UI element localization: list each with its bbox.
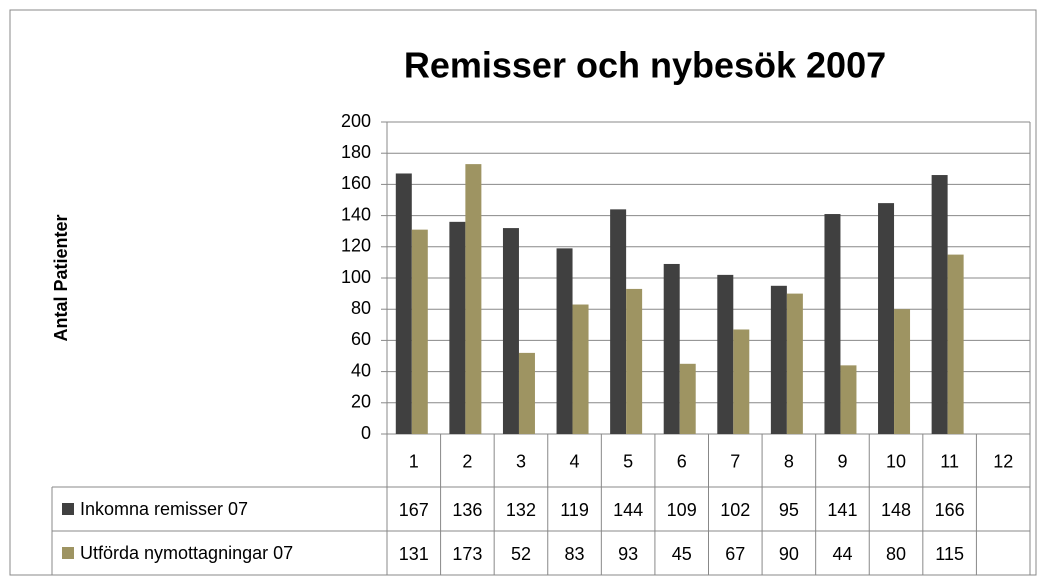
bar [717, 274, 734, 434]
table-value: 132 [506, 500, 536, 520]
y-tick-label: 140 [341, 204, 371, 224]
x-tick-label: 11 [940, 451, 959, 471]
legend-label: Utförda nymottagningar 07 [80, 543, 293, 563]
bar [824, 214, 841, 434]
y-tick-label: 200 [341, 111, 371, 131]
x-tick-label: 4 [570, 451, 580, 471]
x-tick-label: 3 [516, 451, 526, 471]
bar [465, 164, 482, 434]
y-tick-label: 120 [341, 236, 371, 256]
table-value: 136 [452, 500, 482, 520]
y-tick-label: 0 [361, 423, 371, 443]
bar [556, 248, 573, 434]
table-value: 44 [832, 544, 852, 564]
table-value: 148 [881, 500, 911, 520]
legend-label: Inkomna remisser 07 [80, 499, 248, 519]
legend-key [62, 547, 74, 559]
x-tick-label: 9 [837, 451, 847, 471]
x-tick-label: 1 [409, 451, 419, 471]
chart-border [9, 9, 1037, 576]
bar [411, 229, 428, 434]
table-value: 95 [779, 500, 799, 520]
table-value: 102 [720, 500, 750, 520]
table-value: 45 [672, 544, 692, 564]
y-tick-label: 40 [351, 360, 371, 380]
legend-key [62, 503, 74, 515]
x-tick-label: 6 [677, 451, 687, 471]
y-tick-label: 20 [351, 392, 371, 412]
bar [572, 304, 589, 434]
x-tick-label: 10 [886, 451, 906, 471]
bar [679, 363, 696, 434]
bar [502, 228, 519, 434]
bar [894, 309, 911, 434]
table-value: 167 [399, 500, 429, 520]
bar [449, 221, 466, 434]
bar [663, 263, 680, 434]
chart-title: Remisser och nybesök 2007 [404, 45, 886, 86]
table-value: 109 [667, 500, 697, 520]
x-tick-label: 7 [730, 451, 740, 471]
table-value: 115 [935, 544, 964, 564]
bar [947, 254, 964, 434]
y-tick-label: 60 [351, 329, 371, 349]
x-tick-label: 12 [993, 451, 1013, 471]
table-value: 90 [779, 544, 799, 564]
y-tick-label: 160 [341, 173, 371, 193]
bar [840, 365, 857, 434]
y-tick-label: 180 [341, 142, 371, 162]
x-tick-label: 8 [784, 451, 794, 471]
y-axis-label: Antal Patienter [51, 214, 71, 341]
table-value: 173 [452, 544, 482, 564]
table-value: 83 [565, 544, 585, 564]
table-value: 131 [399, 544, 429, 564]
table-value: 144 [613, 500, 643, 520]
table-value: 52 [511, 544, 531, 564]
bar [878, 203, 895, 434]
table-value: 166 [935, 500, 965, 520]
bar [786, 293, 803, 434]
table-value: 80 [886, 544, 906, 564]
bar [770, 285, 787, 434]
x-tick-label: 2 [462, 451, 472, 471]
bar [395, 173, 412, 435]
bar [610, 209, 627, 434]
y-tick-label: 100 [341, 267, 371, 287]
bar [733, 329, 750, 434]
bar [931, 175, 948, 435]
table-value: 141 [827, 500, 857, 520]
y-tick-label: 80 [351, 298, 371, 318]
x-tick-label: 5 [623, 451, 633, 471]
bar [518, 352, 535, 434]
table-value: 67 [725, 544, 745, 564]
bar [626, 288, 643, 434]
table-value: 119 [560, 500, 589, 520]
table-value: 93 [618, 544, 638, 564]
